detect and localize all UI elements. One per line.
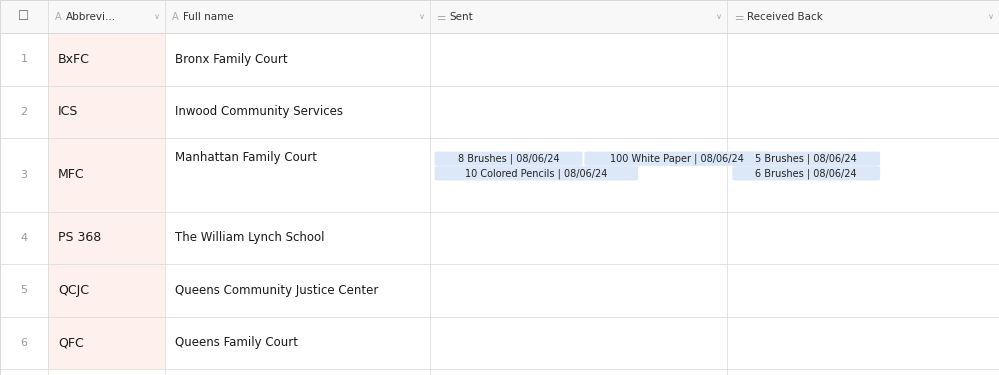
Bar: [48, 138, 165, 212]
Text: ∨: ∨: [419, 12, 425, 21]
Text: Sent: Sent: [450, 12, 474, 21]
FancyBboxPatch shape: [584, 152, 769, 166]
Text: +: +: [18, 372, 30, 375]
Text: 2: 2: [20, 107, 28, 117]
Text: QFC: QFC: [58, 336, 84, 349]
Bar: [48, 264, 165, 316]
Text: QCJC: QCJC: [58, 284, 89, 297]
Text: 8 Brushes | 08/06/24: 8 Brushes | 08/06/24: [458, 153, 559, 164]
Text: 100 White Paper | 08/06/24: 100 White Paper | 08/06/24: [610, 153, 744, 164]
Text: ⚌: ⚌: [734, 12, 743, 21]
Text: 5: 5: [20, 285, 28, 295]
Text: ICS: ICS: [58, 105, 78, 118]
Bar: [48, 316, 165, 369]
Text: ⚌: ⚌: [437, 12, 446, 21]
Bar: [0, 0, 999, 33]
Text: ∨: ∨: [154, 12, 160, 21]
Text: Full name: Full name: [183, 12, 234, 21]
Text: ☐: ☐: [18, 10, 30, 23]
Text: Manhattan Family Court: Manhattan Family Court: [175, 152, 317, 164]
Text: Received Back: Received Back: [747, 12, 823, 21]
Text: PS 368: PS 368: [58, 231, 101, 244]
Text: ∨: ∨: [716, 12, 722, 21]
Text: Queens Family Court: Queens Family Court: [175, 336, 298, 349]
Text: Bronx Family Court: Bronx Family Court: [175, 53, 288, 66]
Text: 3: 3: [20, 170, 28, 180]
Text: Queens Community Justice Center: Queens Community Justice Center: [175, 284, 379, 297]
FancyBboxPatch shape: [732, 152, 880, 166]
Text: ∨: ∨: [988, 12, 994, 21]
Bar: [48, 211, 165, 264]
Text: Abbrevi...: Abbrevi...: [66, 12, 116, 21]
Text: A: A: [172, 12, 179, 21]
Text: 6: 6: [20, 338, 28, 348]
FancyBboxPatch shape: [435, 166, 638, 180]
Text: 5 Brushes | 08/06/24: 5 Brushes | 08/06/24: [755, 153, 857, 164]
FancyBboxPatch shape: [435, 152, 582, 166]
Text: A: A: [55, 12, 62, 21]
Bar: [48, 86, 165, 138]
Text: 4: 4: [20, 233, 28, 243]
Text: MFC: MFC: [58, 168, 85, 181]
Bar: [48, 33, 165, 86]
Text: The William Lynch School: The William Lynch School: [175, 231, 325, 244]
Text: BxFC: BxFC: [58, 53, 90, 66]
Text: 1: 1: [20, 54, 28, 64]
Text: Inwood Community Services: Inwood Community Services: [175, 105, 343, 118]
Text: 10 Colored Pencils | 08/06/24: 10 Colored Pencils | 08/06/24: [466, 168, 607, 178]
FancyBboxPatch shape: [732, 166, 880, 180]
Text: 6 Brushes | 08/06/24: 6 Brushes | 08/06/24: [755, 168, 857, 178]
